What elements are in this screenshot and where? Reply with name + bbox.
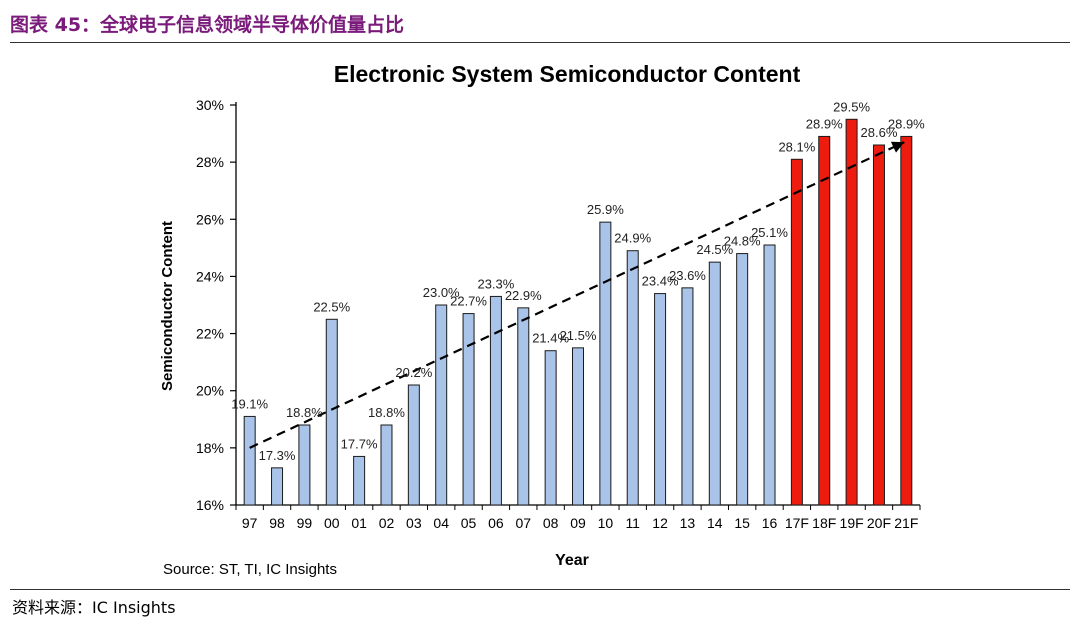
x-tick-label: 02 <box>379 515 395 531</box>
bar <box>708 261 721 506</box>
data-label: 21.4% <box>532 331 569 346</box>
y-tick-label: 22% <box>196 326 224 342</box>
bar <box>736 253 749 506</box>
x-tick-label: 15 <box>734 515 750 531</box>
data-label: 23.3% <box>477 276 514 291</box>
data-label: 28.6% <box>861 125 898 140</box>
trend-arrowhead <box>890 141 905 153</box>
y-tick-label: 16% <box>196 497 224 513</box>
y-tick-label: 30% <box>196 97 224 113</box>
data-label: 19.1% <box>231 396 268 411</box>
source-rule <box>10 589 1070 590</box>
bar <box>544 350 557 506</box>
data-label: 24.9% <box>614 231 651 246</box>
x-tick-label: 06 <box>488 515 504 531</box>
x-tick-label: 16 <box>762 515 778 531</box>
data-label: 20.2% <box>395 365 432 380</box>
x-tick-label: 98 <box>269 515 285 531</box>
chart-source: Source: ST, TI, IC Insights <box>163 561 337 578</box>
x-tick-label: 97 <box>242 515 258 531</box>
x-tick-label: 20F <box>867 515 891 531</box>
x-tick-label: 00 <box>324 515 340 531</box>
bar <box>407 384 420 506</box>
x-axis-label: Year <box>555 552 589 569</box>
bar <box>380 424 393 506</box>
data-label: 22.7% <box>450 294 487 309</box>
bar <box>654 293 667 506</box>
figure-caption: 图表 45：全球电子信息领域半导体价值量占比 <box>10 14 405 36</box>
data-label: 24.5% <box>696 242 733 257</box>
bar <box>681 287 694 506</box>
x-tick-label: 04 <box>433 515 449 531</box>
data-label: 18.8% <box>368 405 405 420</box>
bar <box>599 221 612 506</box>
forecast-bar <box>872 144 885 506</box>
x-tick-label: 10 <box>598 515 614 531</box>
data-label: 23.4% <box>642 274 679 289</box>
data-label: 28.1% <box>778 139 815 154</box>
data-label: 17.3% <box>259 448 296 463</box>
y-tick-label: 18% <box>196 440 224 456</box>
bar <box>435 304 448 506</box>
data-label: 22.5% <box>313 299 350 314</box>
data-label: 24.8% <box>724 234 761 249</box>
bar <box>243 415 256 506</box>
bar <box>353 455 366 506</box>
data-label: 25.9% <box>587 202 624 217</box>
data-label: 28.9% <box>888 116 925 131</box>
semiconductor-content-chart: Electronic System Semiconductor Content … <box>159 61 925 578</box>
bar <box>271 467 284 506</box>
x-tick-label: 07 <box>515 515 531 531</box>
bar <box>626 250 639 506</box>
data-label: 23.0% <box>423 285 460 300</box>
bar <box>489 295 502 506</box>
x-tick-label: 17F <box>785 515 809 531</box>
data-label: 18.8% <box>286 405 323 420</box>
forecast-bar <box>900 135 913 506</box>
forecast-bar <box>845 118 858 506</box>
trend-line <box>249 141 905 449</box>
x-tick-label: 13 <box>680 515 696 531</box>
bar <box>572 347 584 506</box>
x-tick-label: 05 <box>461 515 477 531</box>
x-tick-label: 12 <box>652 515 668 531</box>
forecast-bar <box>818 135 831 506</box>
y-tick-label: 20% <box>196 383 224 399</box>
data-label: 29.5% <box>833 99 870 114</box>
y-tick-label: 26% <box>196 211 224 227</box>
data-label: 25.1% <box>751 225 788 240</box>
x-tick-label: 21F <box>894 515 918 531</box>
forecast-bar <box>790 158 803 506</box>
bar <box>763 244 776 506</box>
x-tick-label: 09 <box>570 515 586 531</box>
x-tick-label: 01 <box>351 515 367 531</box>
y-tick-label: 28% <box>196 154 224 170</box>
x-tick-label: 14 <box>707 515 723 531</box>
x-tick-label: 11 <box>625 515 640 531</box>
data-label: 17.7% <box>341 436 378 451</box>
data-label: 21.5% <box>560 328 597 343</box>
data-label: 23.6% <box>669 268 706 283</box>
data-label: 22.9% <box>505 288 542 303</box>
bar <box>298 424 311 506</box>
y-axis-label: Semiconductor Content <box>159 221 176 391</box>
bar <box>325 318 338 506</box>
x-tick-label: 19F <box>840 515 864 531</box>
data-label: 28.9% <box>806 116 843 131</box>
y-tick-label: 24% <box>196 268 224 284</box>
x-tick-label: 03 <box>406 515 422 531</box>
x-tick-label: 18F <box>812 515 836 531</box>
caption-rule <box>10 42 1070 43</box>
x-tick-label: 08 <box>543 515 559 531</box>
figure-source: 资料来源：IC Insights <box>12 598 176 617</box>
bar <box>462 313 475 506</box>
x-tick-label: 99 <box>297 515 313 531</box>
chart-title: Electronic System Semiconductor Content <box>334 61 801 87</box>
bar <box>517 307 530 506</box>
